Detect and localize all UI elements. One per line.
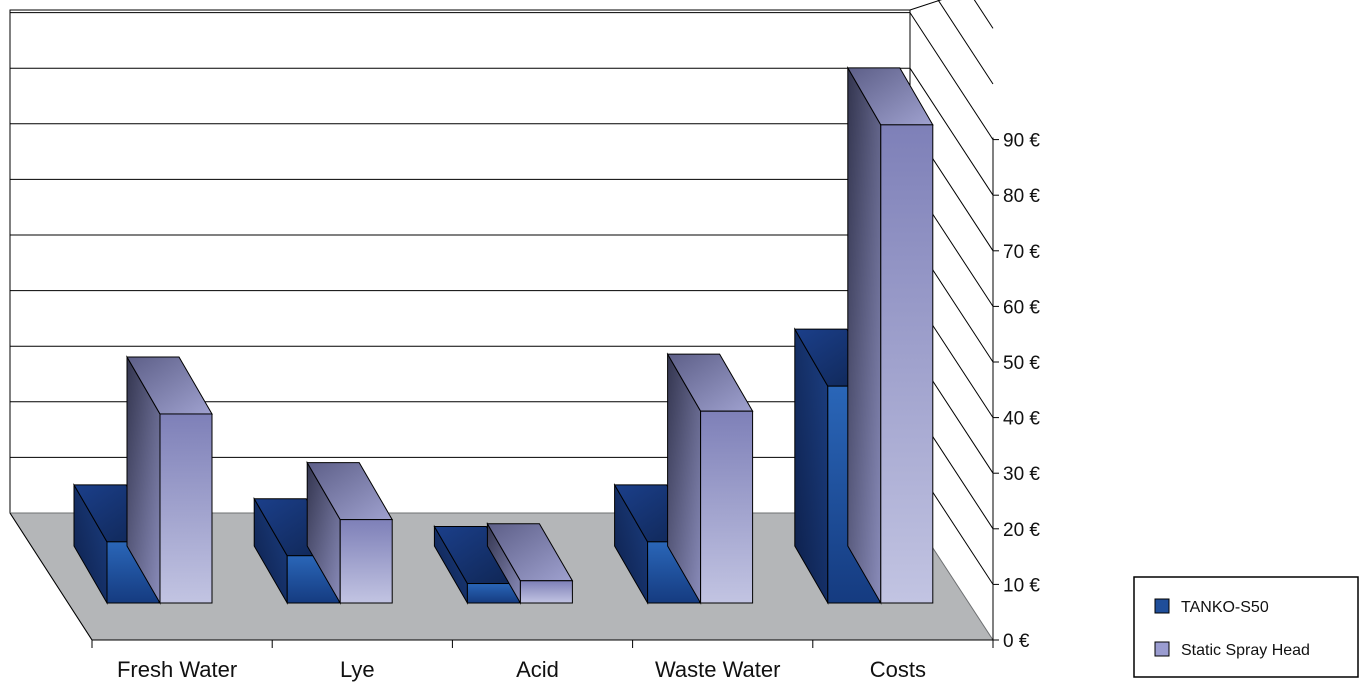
left-floor-edge [9,512,93,641]
legend-swatch [1154,598,1170,614]
grid-rib [973,0,994,29]
category-label: Acid [516,657,559,682]
y-tick-label: 90 € [1003,131,1040,152]
y-tick-label: 30 € [1003,464,1040,485]
labels: 0 € 10 € 20 € 30 € 40 € 50 € 60 € 70 € 80 € 90 € F… [117,131,1040,682]
category-label: Lye [340,657,375,682]
grid-rib [937,0,994,85]
y-tick-label: 70 € [1003,242,1040,263]
y-tick-label: 50 € [1003,353,1040,374]
bar-s1-acid [433,524,521,605]
y-tick-label: 40 € [1003,409,1040,430]
bar-s2-acid [486,521,574,605]
y-tick-label: 10 € [1003,575,1040,596]
bars [73,65,934,605]
legend-swatch [1154,641,1170,657]
grid-rib [909,12,994,140]
legend-label: TANKO-S50 [1181,599,1269,616]
bar-s2-lye [306,460,394,605]
y-tick-label: 80 € [1003,186,1040,207]
y-tick-label: 20 € [1003,520,1040,541]
legend-box [1133,576,1359,678]
category-label: Waste Water [655,657,781,682]
grid-rib [909,67,994,196]
category-label: Costs [870,657,926,682]
bar-s2-costs [846,65,934,605]
right-wall-top [909,0,943,11]
y-tick-label: 0 € [1003,631,1030,652]
legend: TANKO-S50 Static Spray Head [1133,576,1359,678]
legend-label: Static Spray Head [1181,642,1310,659]
bar-s2-fresh-water [126,355,213,605]
category-label: Fresh Water [117,657,237,682]
y-tick-label: 60 € [1003,297,1040,318]
bar-s2-waste-water [666,352,754,605]
